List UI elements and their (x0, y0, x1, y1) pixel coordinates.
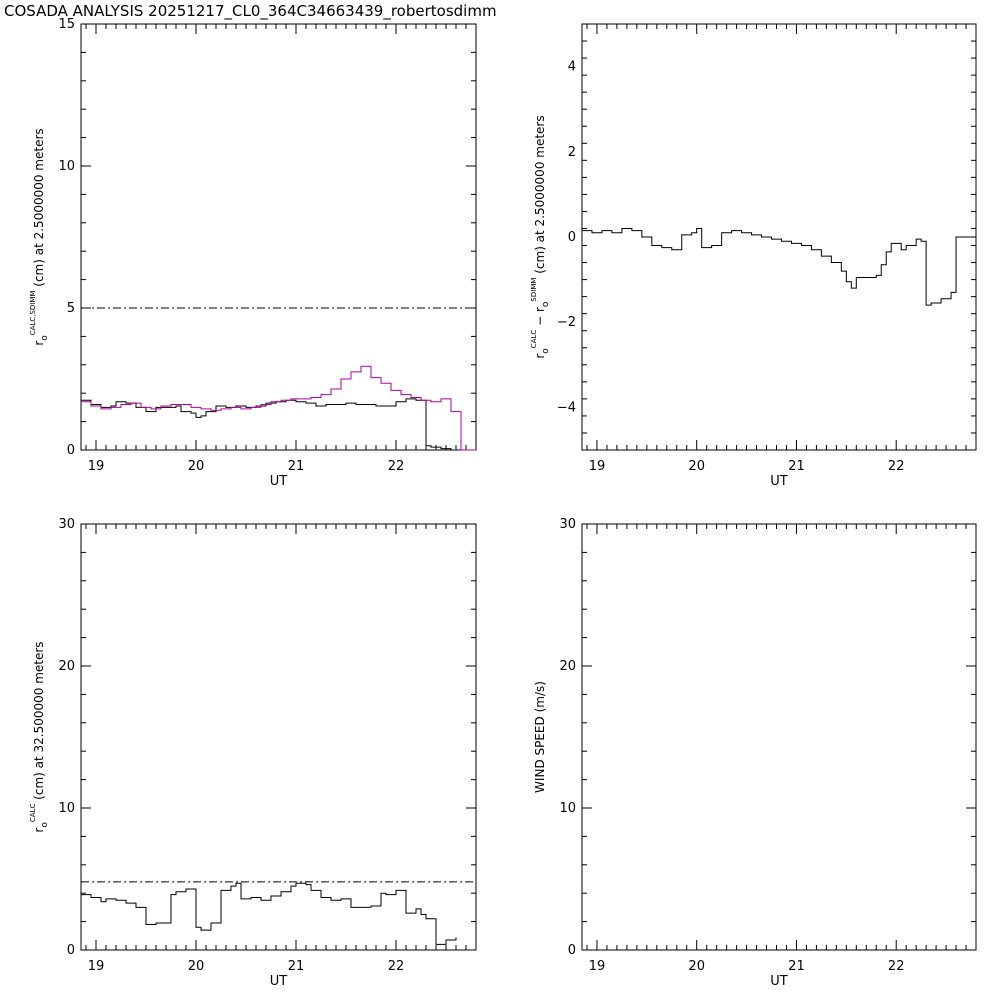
plot-frame (581, 23, 977, 451)
y-label-superscript: CALC (29, 804, 37, 823)
series-line-black (582, 227, 976, 306)
y-tick-label: 2 (568, 145, 576, 160)
x-tick-label: 19 (589, 959, 606, 974)
x-tick-label: 21 (288, 959, 305, 974)
y-tick-label: 0 (568, 230, 576, 245)
y-label-symbol: r (32, 341, 46, 346)
y-tick-label: −2 (557, 315, 576, 330)
y-label-subscript: o (541, 301, 551, 307)
plot-frame (80, 523, 477, 951)
y-tick-label: 0 (67, 943, 75, 958)
y-label-subscript: o (541, 348, 551, 354)
x-tick-label: 20 (188, 959, 205, 974)
y-tick-label: 0 (67, 443, 75, 458)
y-label-text: (cm) at 2.5000000 meters (32, 128, 46, 290)
x-tick-label: 20 (688, 459, 705, 474)
y-label-text: (cm) at 2.5000000 meters (533, 115, 547, 277)
chart-panel-4: 19 20 21 22 0 10 20 30 UT WIND SPEED (m/s) (533, 517, 977, 989)
y-label-superscript: CALC (530, 330, 538, 349)
y-label-symbol: r (32, 828, 46, 833)
x-axis-label: UT (770, 974, 788, 989)
y-tick-label: 30 (58, 517, 75, 532)
y-label-minus: − (533, 312, 547, 330)
y-tick-label: 20 (559, 659, 576, 674)
y-axis-label: WIND SPEED (m/s) (533, 681, 547, 793)
x-tick-label: 20 (188, 459, 205, 474)
y-axis-label: roCALC (cm) at 32.500000 meters (29, 641, 50, 832)
y-label-subscript: o (40, 335, 50, 341)
page-title: COSADA ANALYSIS 20251217_CL0_364C3466343… (4, 2, 497, 20)
y-label-symbol: r (533, 354, 547, 359)
y-axis-label: roCALC,SDIMM (cm) at 2.5000000 meters (29, 128, 50, 345)
y-tick-label: 4 (568, 60, 576, 75)
y-label-text: (cm) at 32.500000 meters (32, 641, 46, 803)
chart-panel-1: 19 20 21 22 0 5 10 15 UT roCALC,SDIMM (cm) at 2.5… (29, 17, 477, 489)
y-tick-label: 20 (58, 659, 75, 674)
y-label-subscript: o (40, 822, 50, 828)
y-tick-label: 5 (67, 301, 75, 316)
y-axis-label: roCALC − roSDIMM (cm) at 2.5000000 meter… (530, 115, 551, 358)
y-tick-label: 0 (568, 943, 576, 958)
y-label-superscript: CALC,SDIMM (29, 291, 37, 336)
x-tick-label: 22 (888, 959, 905, 974)
series-line-black (81, 882, 457, 945)
y-tick-label: 10 (559, 801, 576, 816)
x-tick-label: 20 (688, 959, 705, 974)
chart-panel-3: 19 20 21 22 0 10 20 30 UT roCALC (cm) at 32.50000… (29, 517, 477, 989)
x-tick-label: 22 (388, 459, 405, 474)
x-tick-label: 21 (288, 459, 305, 474)
y-tick-label: 10 (58, 801, 75, 816)
y-label-symbol: r (533, 307, 547, 312)
y-tick-label: 30 (559, 517, 576, 532)
x-tick-label: 21 (788, 459, 805, 474)
x-tick-label: 21 (788, 959, 805, 974)
x-tick-label: 19 (88, 459, 105, 474)
y-label-superscript: SDIMM (530, 278, 538, 302)
x-axis-label: UT (270, 474, 288, 489)
y-tick-label: −4 (557, 400, 576, 415)
x-axis-label: UT (770, 474, 788, 489)
x-axis-label: UT (270, 974, 288, 989)
plot-frame (581, 523, 977, 951)
y-tick-label: 10 (58, 159, 75, 174)
x-tick-label: 22 (388, 959, 405, 974)
plot-frame (80, 23, 477, 451)
x-tick-label: 22 (888, 459, 905, 474)
x-tick-label: 19 (88, 959, 105, 974)
x-tick-label: 19 (589, 459, 606, 474)
series-line-magenta (81, 365, 476, 451)
y-tick-label: 15 (58, 17, 75, 32)
